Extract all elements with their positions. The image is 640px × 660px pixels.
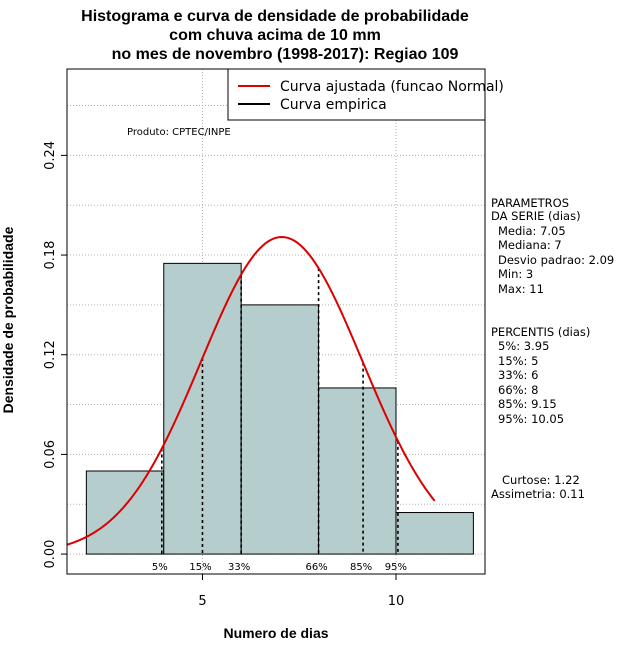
stat-max: Max: 11 xyxy=(498,282,544,296)
percentile-lines: 5% 15% 33% 66% 85% 95% xyxy=(152,268,407,573)
normal-curve xyxy=(66,235,436,546)
percentile-15: 15%: 5 xyxy=(498,354,538,368)
percentile-66: 66%: 8 xyxy=(498,383,538,397)
y-tick-label-3: 0.18 xyxy=(43,241,58,270)
legend: Curva ajustada (funcao Normal) Curva emp… xyxy=(227,68,504,121)
histogram-bar-4 xyxy=(395,512,474,555)
stat-media: Media: 7.05 xyxy=(498,224,566,238)
percentile-label-2: 33% xyxy=(228,562,250,573)
stat-desvio: Desvio padrao: 2.09 xyxy=(498,253,614,267)
y-tick-label-0: 0.00 xyxy=(43,540,58,569)
histogram-bar-3 xyxy=(318,387,397,555)
credit-text: Produto: CPTEC/INPE xyxy=(127,127,231,138)
chart-title-line-1: Histograma e curva de densidade de proba… xyxy=(81,8,469,25)
chart-title-line-3: no mes de novembro (1998-2017): Regiao 1… xyxy=(112,46,459,63)
percentile-85: 85%: 9.15 xyxy=(498,397,557,411)
y-tick-label-2: 0.12 xyxy=(43,340,58,369)
x-tick-label-1: 10 xyxy=(388,594,405,609)
percentile-95: 95%: 10.05 xyxy=(498,412,564,426)
percentile-label-4: 85% xyxy=(350,562,372,573)
y-tick-label-1: 0.06 xyxy=(43,440,58,469)
percentile-label-3: 66% xyxy=(305,562,327,573)
percentile-label-1: 15% xyxy=(189,562,211,573)
stat-curtose: Curtose: 1.22 xyxy=(502,473,580,487)
percentile-5: 5%: 3.95 xyxy=(498,339,549,353)
legend-label-normal: Curva ajustada (funcao Normal) xyxy=(280,79,504,95)
histogram-bars xyxy=(85,262,474,555)
percentile-label-0: 5% xyxy=(152,562,168,573)
curves xyxy=(66,235,436,546)
statistics-panel: PARAMETROS DA SERIE (dias) Media: 7.05 M… xyxy=(491,196,614,501)
params-title-1: PARAMETROS xyxy=(491,196,569,210)
histogram-bar-2 xyxy=(240,304,320,555)
legend-label-empirical: Curva empirica xyxy=(280,97,387,113)
x-axis-title: Numero de dias xyxy=(223,625,328,641)
stat-mediana: Mediana: 7 xyxy=(498,238,562,252)
percentile-33: 33%: 6 xyxy=(498,368,538,382)
y-tick-label-4: 0.24 xyxy=(43,141,58,170)
params-title-2: DA SERIE (dias) xyxy=(491,209,581,223)
legend-box xyxy=(227,68,486,121)
percentile-label-5: 95% xyxy=(385,562,407,573)
percentis-title: PERCENTIS (dias) xyxy=(491,325,590,339)
y-axis-title: Densidade de probabilidade xyxy=(0,226,16,413)
stat-min: Min: 3 xyxy=(498,267,533,281)
axes: 0.00 0.06 0.12 0.18 0.24 5 10 xyxy=(43,141,404,609)
stat-assimetria: Assimetria: 0.11 xyxy=(491,487,585,501)
chart-title-line-2: com chuva acima de 10 mm xyxy=(169,27,381,44)
histogram-bar-0 xyxy=(85,470,165,555)
x-tick-label-0: 5 xyxy=(198,594,206,609)
